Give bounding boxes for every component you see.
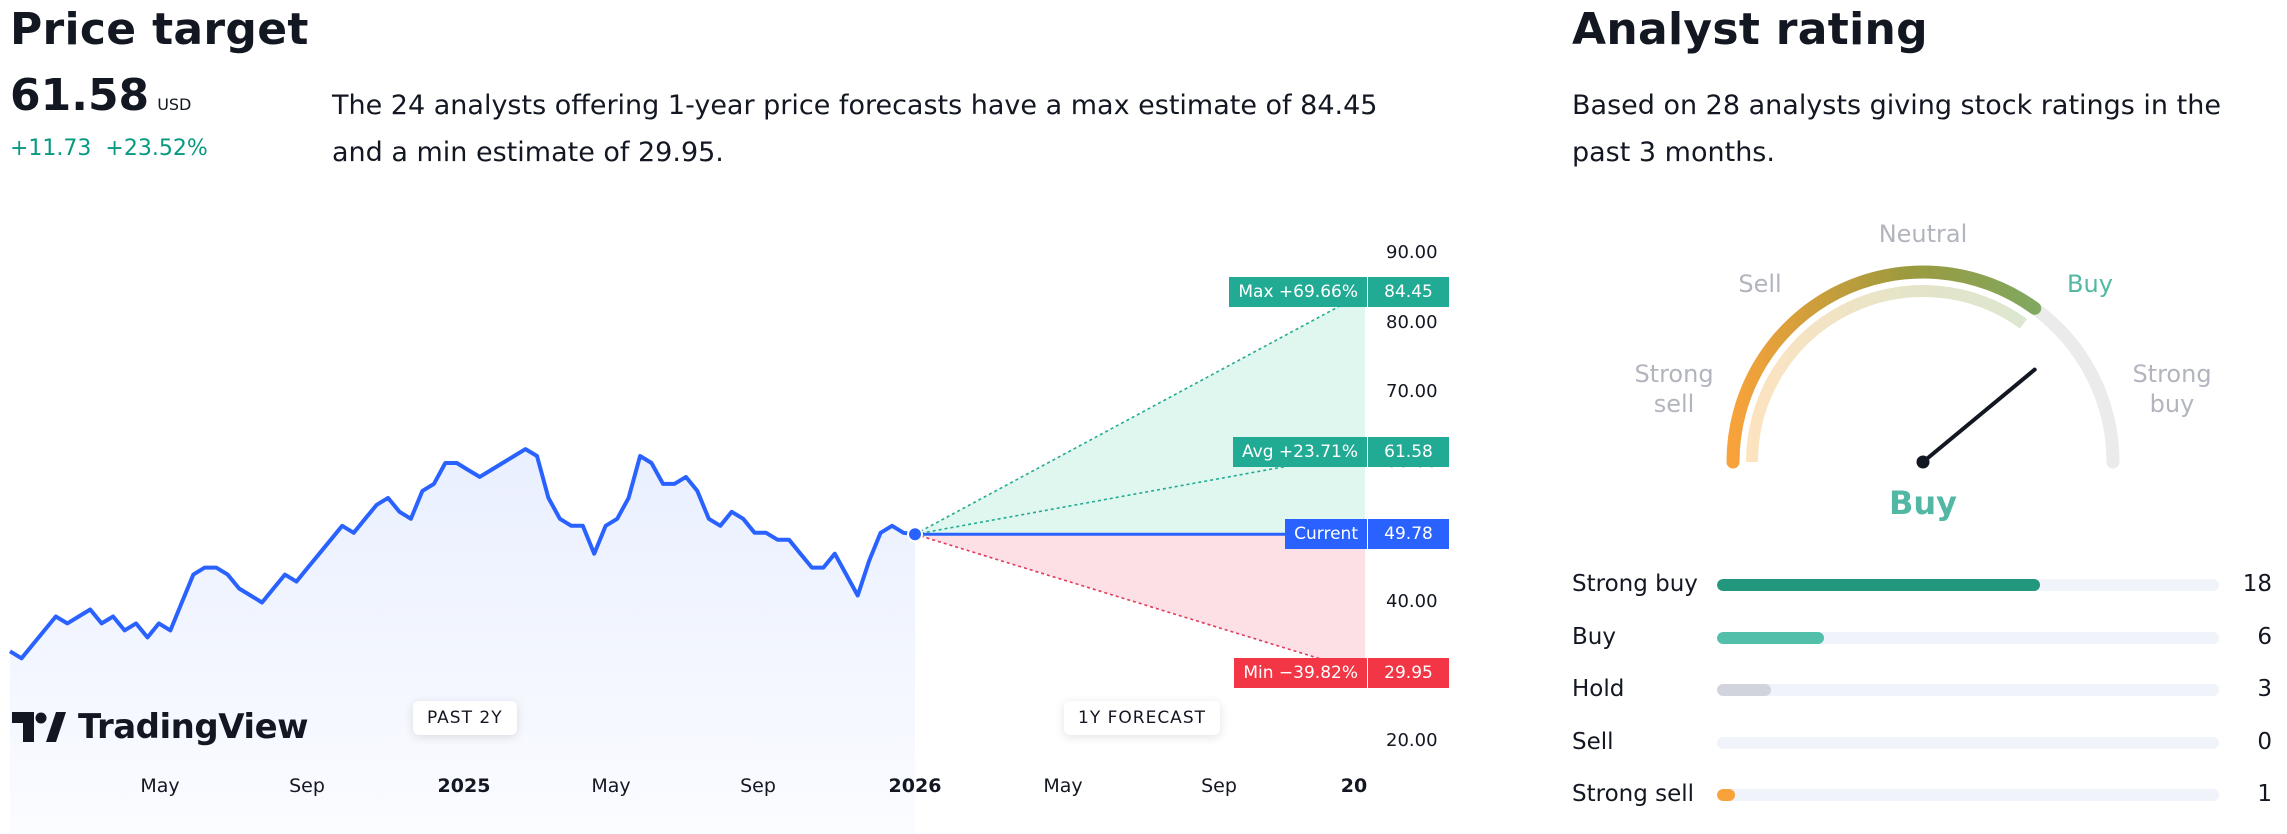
price-target-title: Price target bbox=[10, 4, 309, 55]
x-tick-label: May bbox=[140, 775, 180, 797]
analyst-rating-description-line1: Based on 28 analysts giving stock rating… bbox=[1572, 90, 2221, 121]
past-period-chip: PAST 2Y bbox=[413, 701, 517, 735]
price-change-abs: +11.73 bbox=[10, 136, 92, 161]
x-tick-label: Sep bbox=[740, 775, 776, 797]
rating-gauge bbox=[1726, 265, 2120, 469]
rating-row-count: 6 bbox=[2257, 623, 2272, 650]
gauge-needle-pivot bbox=[1916, 455, 1930, 469]
forecast-avg-line bbox=[914, 451, 1366, 536]
rating-row-count: 0 bbox=[2257, 728, 2272, 755]
gauge-track bbox=[1726, 265, 2120, 469]
forecast-flag-avg-value: 61.58 bbox=[1384, 441, 1433, 462]
forecast-flag-min-label: Min −39.82% bbox=[1234, 657, 1368, 688]
forecast-flag-max: Max +69.66% 84.45 bbox=[1229, 277, 1449, 308]
y-tick-label: 40.00 bbox=[1386, 590, 1438, 612]
forecast-flag-min-value: 29.95 bbox=[1384, 662, 1433, 683]
current-price-dot bbox=[907, 526, 923, 543]
rating-row: Strong sell 1 bbox=[1572, 768, 2272, 820]
x-tick-label: 2026 bbox=[888, 775, 942, 797]
forecast-min-line bbox=[914, 533, 1366, 674]
forecast-flag-max-value: 84.45 bbox=[1384, 282, 1433, 303]
y-tick-label: 70.00 bbox=[1386, 381, 1438, 403]
forecast-downside-area bbox=[915, 534, 1365, 673]
rating-bar-fill bbox=[1717, 579, 2040, 591]
forecast-flag-current-value: 49.78 bbox=[1384, 524, 1433, 545]
gauge-fill bbox=[1726, 265, 2042, 469]
y-tick-label: 80.00 bbox=[1386, 311, 1438, 333]
forecast-flag-current: Current 49.78 bbox=[1285, 519, 1449, 550]
history-price-line bbox=[8, 447, 916, 661]
price-change: +11.73 +23.52% bbox=[10, 136, 208, 161]
x-tick-label: Sep bbox=[289, 775, 325, 797]
tradingview-logo-icon bbox=[12, 712, 66, 742]
gauge-label-neutral: Neutral bbox=[1878, 220, 1968, 248]
analyst-rating-title: Analyst rating bbox=[1572, 4, 1928, 55]
gauge-label-buy: Buy bbox=[2067, 270, 2113, 298]
gauge-needle bbox=[1921, 367, 2037, 464]
price-change-pct: +23.52% bbox=[105, 136, 208, 161]
rating-bar-track bbox=[1717, 789, 2219, 801]
x-tick-label: Sep bbox=[1201, 775, 1237, 797]
gauge-inner-band bbox=[1746, 285, 2028, 463]
forecast-max-line bbox=[914, 291, 1366, 535]
analyst-rating-description: Based on 28 analysts giving stock rating… bbox=[1572, 82, 2272, 176]
rating-row: Strong buy 18 bbox=[1572, 558, 2272, 610]
rating-bar-track bbox=[1717, 684, 2219, 696]
rating-row-label: Strong sell bbox=[1572, 781, 1695, 807]
gauge-label-strong-buy: Strong buy bbox=[2132, 360, 2212, 418]
gauge-label-strong-sell: Strong sell bbox=[1634, 360, 1714, 418]
currency-label: USD bbox=[157, 95, 192, 114]
rating-row-count: 18 bbox=[2242, 571, 2272, 597]
price-target-value-row: 61.58 USD bbox=[10, 70, 191, 121]
history-area bbox=[10, 449, 915, 834]
rating-bar-fill bbox=[1717, 631, 1825, 644]
rating-bar-track bbox=[1717, 736, 2219, 749]
x-tick-label: May bbox=[1043, 775, 1083, 797]
x-tick-label: 20 bbox=[1340, 775, 1368, 797]
analyst-rating-description-line2: past 3 months. bbox=[1572, 137, 1775, 168]
rating-row: Buy 6 bbox=[1572, 611, 2272, 663]
price-target-value: 61.58 bbox=[10, 70, 150, 121]
rating-row-label: Sell bbox=[1572, 728, 1614, 755]
tradingview-logo[interactable]: TradingView bbox=[12, 707, 309, 747]
rating-row-label: Strong buy bbox=[1572, 571, 1698, 597]
y-tick-label: 90.00 bbox=[1386, 241, 1438, 263]
gauge-label-sell: Sell bbox=[1738, 270, 1782, 298]
rating-row-label: Hold bbox=[1572, 676, 1625, 702]
rating-row: Hold 3 bbox=[1572, 663, 2272, 715]
rating-bar-track bbox=[1717, 631, 2219, 644]
rating-bar-fill bbox=[1717, 789, 1736, 801]
forecast-flag-current-label: Current bbox=[1285, 519, 1368, 550]
forecast-period-chip: 1Y FORECAST bbox=[1064, 701, 1220, 735]
rating-row-label: Buy bbox=[1572, 623, 1616, 650]
price-target-description: The 24 analysts offering 1-year price fo… bbox=[332, 82, 1462, 176]
tradingview-logo-text: TradingView bbox=[78, 707, 309, 747]
price-target-description-line1: The 24 analysts offering 1-year price fo… bbox=[332, 90, 1378, 121]
x-tick-label: 2025 bbox=[437, 775, 491, 797]
rating-bar-fill bbox=[1717, 684, 1771, 696]
y-tick-label: 20.00 bbox=[1386, 730, 1438, 751]
forecast-flag-min: Min −39.82% 29.95 bbox=[1234, 657, 1449, 688]
price-target-description-line2: and a min estimate of 29.95. bbox=[332, 137, 724, 168]
rating-row: Sell 0 bbox=[1572, 716, 2272, 768]
rating-row-count: 1 bbox=[2257, 781, 2272, 807]
rating-bar-track bbox=[1717, 579, 2219, 591]
rating-row-count: 3 bbox=[2257, 676, 2272, 702]
forecast-flag-avg: Avg +23.71% 61.58 bbox=[1233, 436, 1449, 467]
forecast-flag-max-label: Max +69.66% bbox=[1229, 277, 1368, 308]
rating-verdict: Buy bbox=[1888, 484, 1958, 522]
x-tick-label: May bbox=[591, 775, 631, 797]
price-forecast-chart bbox=[8, 291, 1366, 834]
forecast-flag-avg-label: Avg +23.71% bbox=[1233, 436, 1368, 467]
